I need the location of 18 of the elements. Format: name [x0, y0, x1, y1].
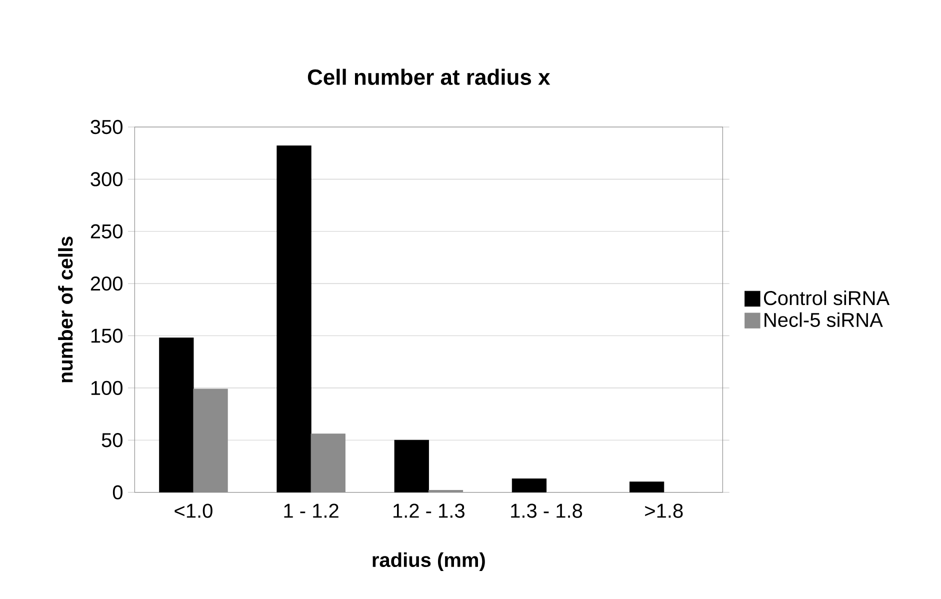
x-tick-label: 1 - 1.2: [284, 504, 338, 518]
y-tick-label: 350: [90, 120, 122, 134]
x-tick-label: <1.0: [174, 504, 212, 518]
y-tick-label: 50: [102, 433, 122, 448]
y-tick-label: 100: [91, 380, 122, 396]
y-axis-title: number of cells: [58, 236, 73, 382]
x-axis-title: radius (mm): [372, 552, 485, 571]
x-tick-label: 1.3 - 1.8: [511, 504, 582, 518]
y-tick-label: 300: [90, 172, 122, 186]
y-tick-label: 200: [90, 276, 122, 291]
y-tick-label: 0: [112, 485, 122, 500]
y-tick-label: 150: [91, 328, 122, 343]
x-tick-label: 1.2 - 1.3: [394, 504, 464, 518]
legend-label: Necl-5 siRNA: [764, 312, 883, 328]
legend-label: Control siRNA: [764, 290, 890, 306]
x-tick-label: >1.8: [645, 504, 683, 518]
chart-title: Cell number at radius x: [308, 68, 550, 85]
y-tick-label: 250: [90, 224, 122, 238]
